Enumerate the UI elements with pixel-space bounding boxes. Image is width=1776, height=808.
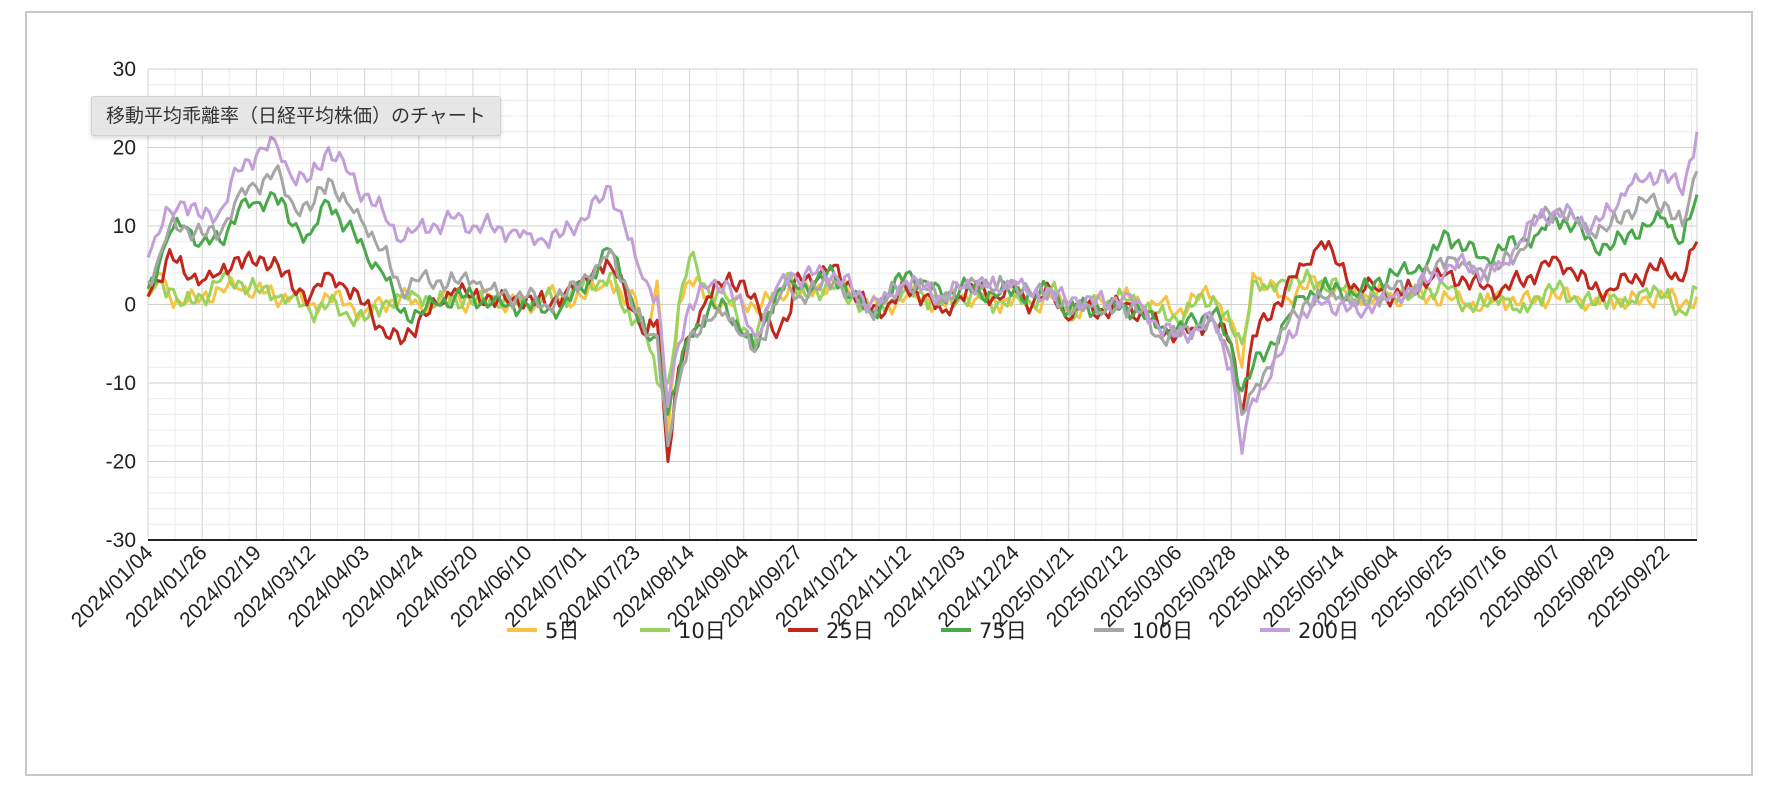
y-tick-label: -20 [106, 451, 136, 474]
legend-label: 5日 [545, 619, 579, 643]
legend-label: 25日 [826, 619, 874, 643]
major-gridlines [147, 68, 1698, 540]
y-tick-label: 30 [113, 58, 136, 81]
legend-label: 10日 [678, 619, 726, 643]
series-line [146, 164, 1699, 448]
y-tick-label: 0 [124, 294, 136, 317]
y-tick-label: -30 [106, 529, 136, 552]
series-line [146, 131, 1699, 456]
y-tick-label: 10 [113, 215, 136, 238]
y-tick-label: 20 [113, 137, 136, 160]
y-axis-ticks: 30 20 10 0 -10 -20 -30 [106, 58, 136, 552]
chart-tooltip: 移動平均乖離率（日経平均株価）のチャート [91, 96, 501, 136]
legend-label: 100日 [1132, 619, 1193, 643]
series-line [146, 250, 1698, 389]
series-line [146, 239, 1699, 463]
legend-label: 200日 [1298, 619, 1359, 643]
series-lines [146, 131, 1699, 463]
legend: 5日 10日 25日 75日 100日 200日 [507, 619, 1359, 643]
y-tick-label: -10 [106, 372, 136, 395]
chart-frame: 30 20 10 0 -10 -20 -30 2024/01/04 2024/01/26 202… [25, 11, 1753, 776]
legend-label: 75日 [979, 619, 1027, 643]
